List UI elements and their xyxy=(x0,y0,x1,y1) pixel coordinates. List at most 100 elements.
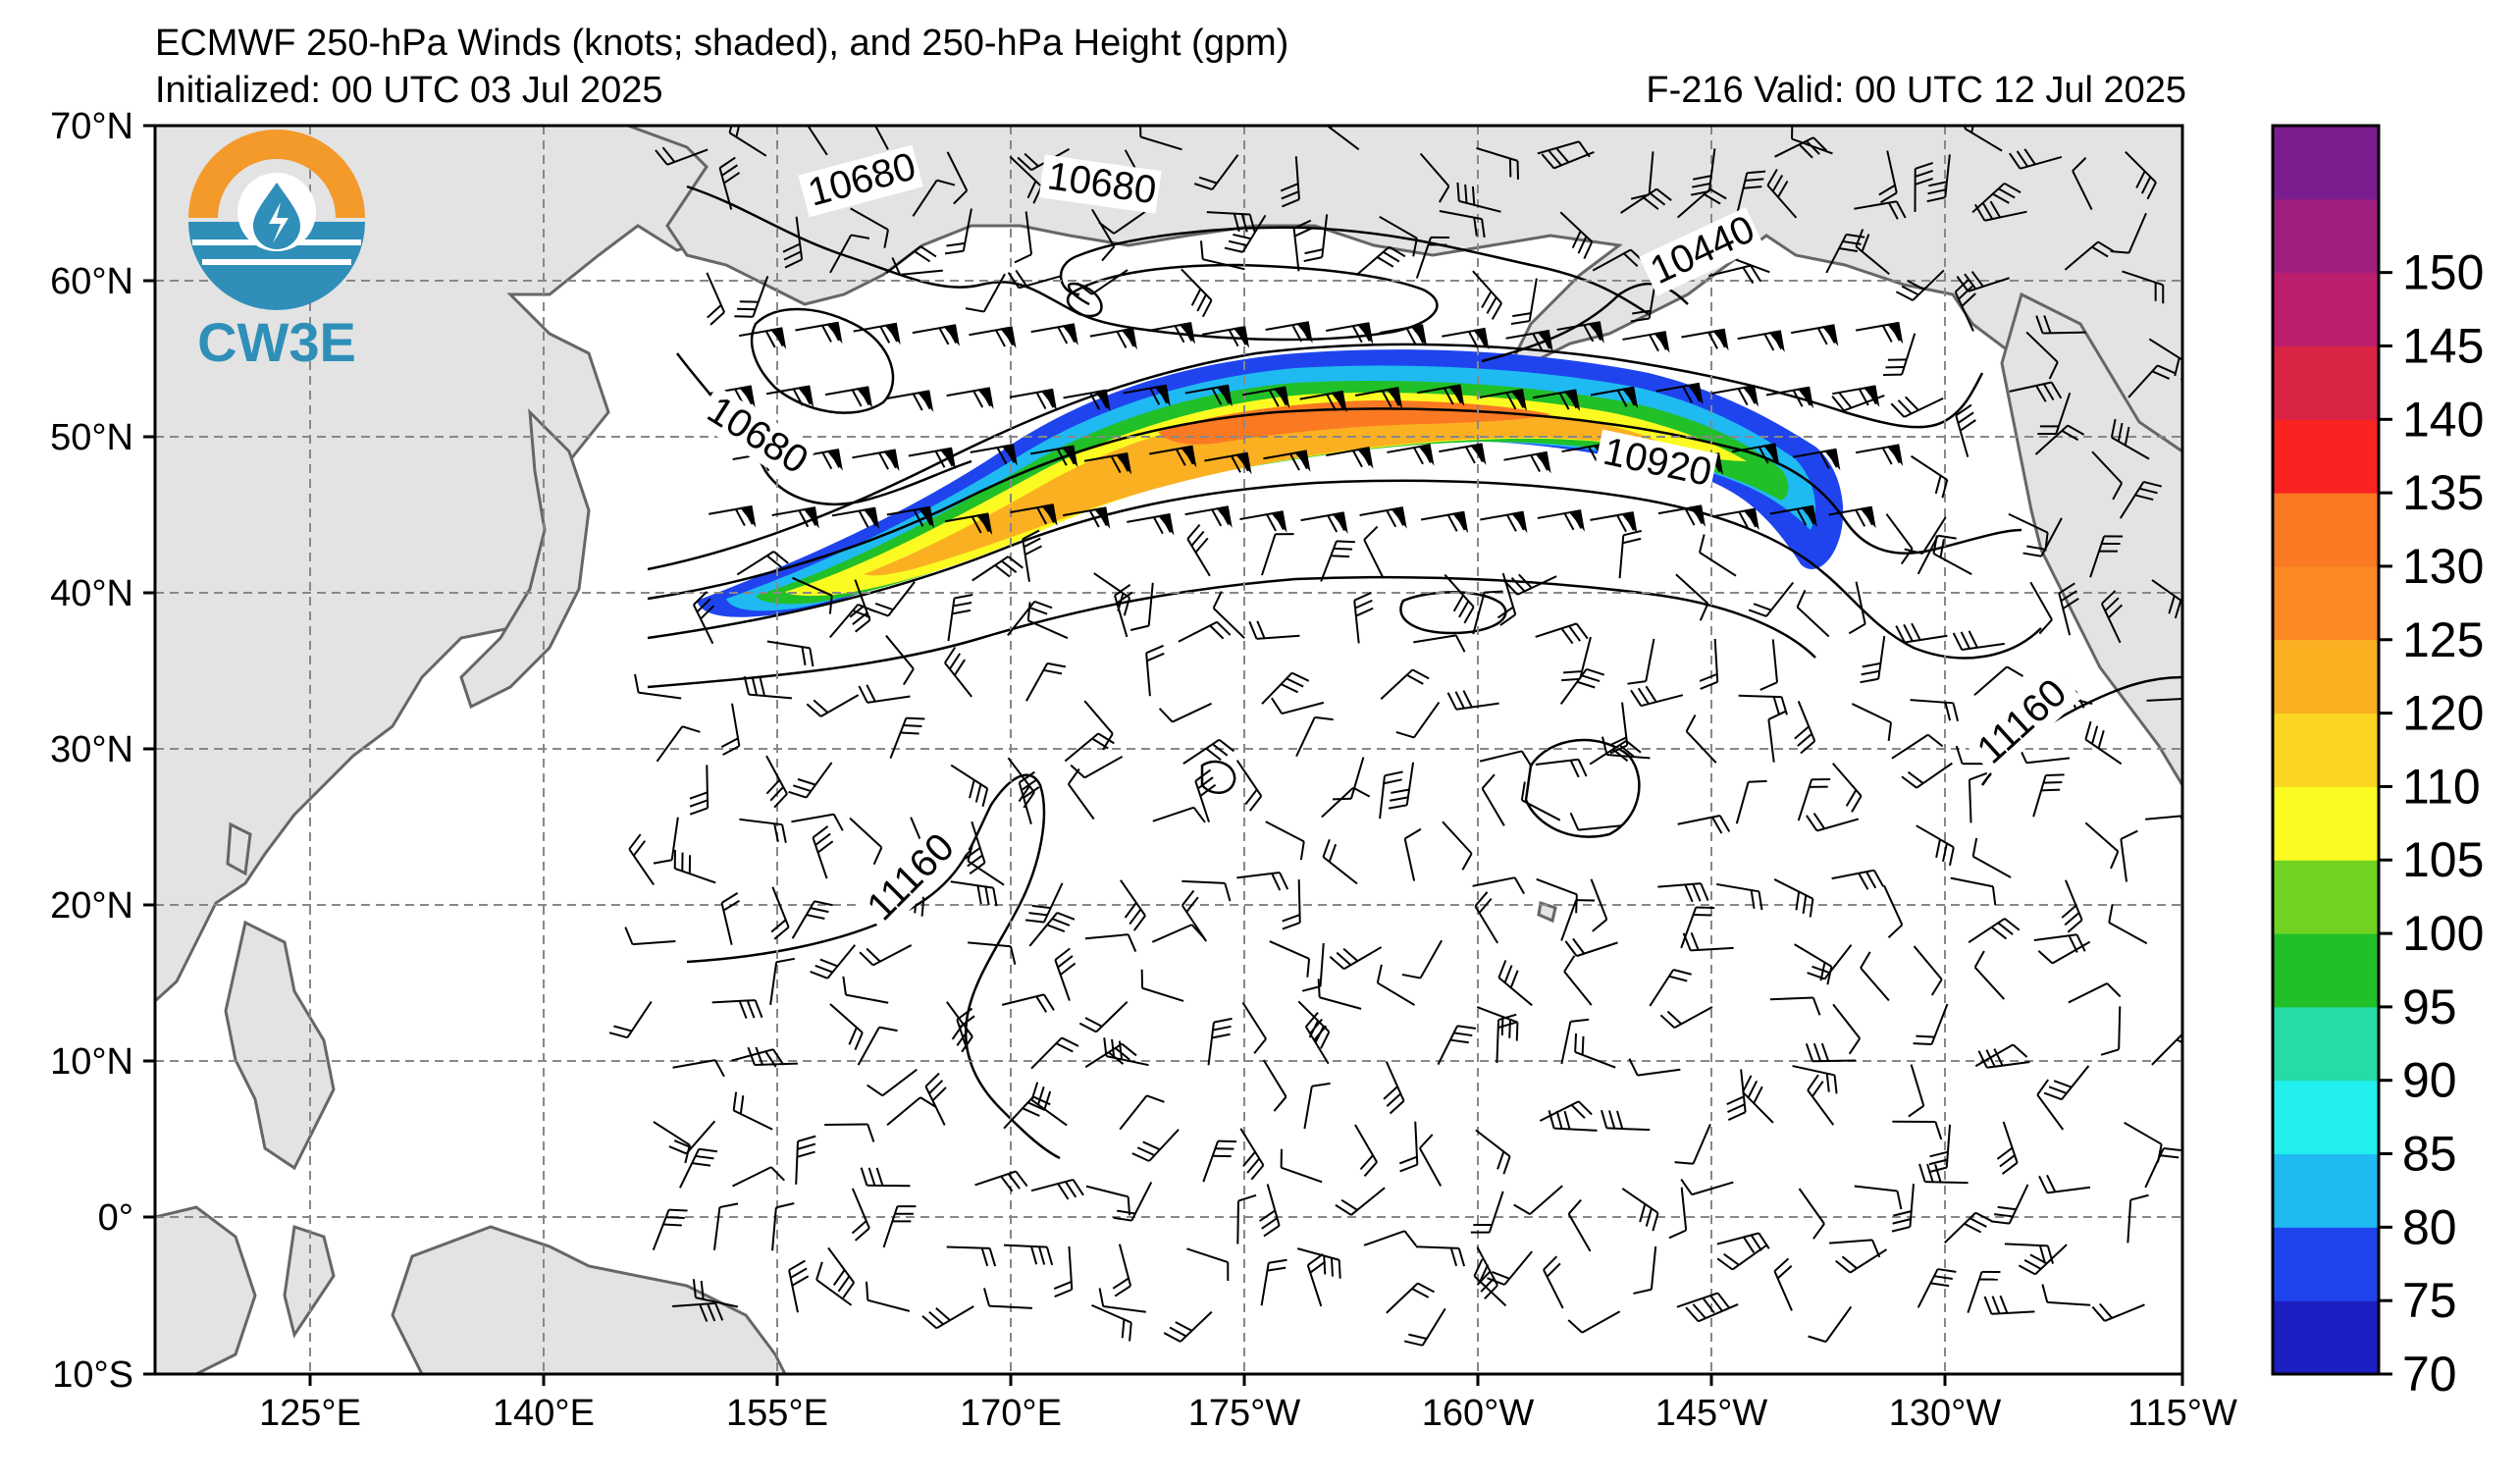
wind-barb xyxy=(806,694,860,717)
wind-barb xyxy=(1201,326,1250,348)
lon-label: 145°W xyxy=(1655,1393,1768,1434)
wind-barb xyxy=(1131,1129,1180,1162)
wind-barb xyxy=(2126,1193,2149,1244)
wind-barb xyxy=(1127,513,1175,536)
wind-barb xyxy=(859,944,913,967)
colorbar-label: 95 xyxy=(2402,980,2457,1034)
lat-label: 10°N xyxy=(50,1041,133,1083)
wind-barb xyxy=(608,1001,653,1039)
wind-barbs xyxy=(608,126,2182,1347)
wind-barb xyxy=(969,326,1017,348)
wind-barb xyxy=(1621,1188,1659,1232)
wind-barb xyxy=(1009,388,1058,411)
wind-barb xyxy=(1608,702,1629,755)
wind-barb xyxy=(1413,634,1466,653)
wind-barb xyxy=(1296,1247,1341,1279)
wind-barb xyxy=(1716,1244,1768,1271)
colorbar-segment xyxy=(2273,1006,2379,1082)
wind-barb xyxy=(1891,1184,1915,1233)
wind-barb xyxy=(971,556,1024,582)
wind-barb xyxy=(1474,891,1499,944)
wind-barb xyxy=(1149,445,1197,468)
lat-label: 0° xyxy=(98,1197,133,1239)
wind-barb xyxy=(1968,918,2021,944)
wind-barb xyxy=(1259,1184,1281,1238)
wind-barb xyxy=(1831,393,1885,412)
wind-barb xyxy=(1496,1013,1517,1064)
wind-barb xyxy=(882,1205,917,1248)
wind-barb xyxy=(1657,882,1709,903)
wind-barb xyxy=(1239,1128,1265,1181)
colorbar-segment xyxy=(2273,493,2379,567)
wind-barb xyxy=(1855,444,1904,466)
wind-barb xyxy=(1207,1017,1233,1066)
colorbar-segment xyxy=(2273,565,2379,641)
wind-barb xyxy=(2120,829,2138,882)
wind-barb xyxy=(1601,1109,1651,1132)
wind-barb xyxy=(851,1188,870,1242)
wind-barb xyxy=(1472,590,1503,635)
wind-barb xyxy=(1113,1181,1153,1222)
wind-barb xyxy=(1306,1253,1327,1307)
wind-barb xyxy=(1145,644,1165,697)
wind-barb xyxy=(1380,668,1430,700)
wind-barb xyxy=(1235,760,1263,812)
wind-barb xyxy=(1083,451,1132,475)
wind-barb xyxy=(807,126,828,156)
longitude-labels: 125°E 140°E 155°E 170°E 175°W 160°W 145°… xyxy=(259,1393,2237,1434)
wind-barb xyxy=(771,1201,795,1251)
logo-text: CW3E xyxy=(197,311,356,373)
wind-barb xyxy=(1983,1295,2035,1315)
wind-barb xyxy=(1064,732,1115,763)
wind-barb xyxy=(1476,146,1519,180)
wind-barb xyxy=(829,234,870,274)
wind-barb xyxy=(829,603,876,639)
land-alaska xyxy=(627,126,2182,512)
wind-barb xyxy=(1561,636,1592,682)
wind-barb xyxy=(1901,762,1953,789)
colorbar-label: 90 xyxy=(2402,1053,2457,1108)
wind-barb xyxy=(1304,1012,1330,1065)
wind-barb xyxy=(734,276,769,318)
wind-barb xyxy=(1883,333,1916,376)
wind-barb xyxy=(1147,322,1196,344)
wind-barb xyxy=(1456,182,1501,213)
colorbar-label: 145 xyxy=(2402,318,2484,373)
wind-barb xyxy=(718,156,741,210)
wind-barb xyxy=(1854,200,1907,220)
wind-barb xyxy=(1806,813,1860,832)
wind-barb xyxy=(1181,268,1213,318)
wind-barb xyxy=(2041,1284,2091,1306)
lon-label: 155°E xyxy=(726,1393,828,1434)
wind-barb xyxy=(1916,534,1957,575)
wind-barb xyxy=(1943,1211,1993,1245)
initialized-time: Initialized: 00 UTC 03 Jul 2025 xyxy=(155,70,663,111)
colorbar: 70 75 80 85 90 95 100 105 110 120 125 130 135 140 145 1… xyxy=(2271,124,2484,1402)
wind-barb xyxy=(1103,1037,1149,1067)
wind-barb xyxy=(1973,665,2024,696)
wind-barb xyxy=(886,1096,937,1127)
colorbar-label: 80 xyxy=(2402,1199,2457,1254)
wind-barb xyxy=(850,207,889,248)
wind-barb xyxy=(2091,1302,2145,1322)
wind-barb xyxy=(1699,638,1719,690)
wind-barb xyxy=(795,1135,816,1185)
wind-barb xyxy=(1003,1244,1054,1266)
wind-barb xyxy=(1442,821,1473,871)
wind-barb xyxy=(1398,1121,1419,1173)
colorbar-segment xyxy=(2273,860,2379,934)
wind-barb xyxy=(831,506,880,530)
lon-label: 175°W xyxy=(1188,1393,1301,1434)
wind-barb xyxy=(2100,1006,2122,1056)
logo-sun-arc xyxy=(188,130,365,218)
wind-barb xyxy=(2072,157,2093,210)
wind-barb xyxy=(1996,1121,2019,1175)
wind-barb xyxy=(946,387,994,409)
wind-barb xyxy=(1916,824,1955,867)
wind-barb xyxy=(1091,1303,1132,1342)
jet-band-130 xyxy=(1158,400,1550,445)
wind-barb xyxy=(1479,389,1527,411)
wind-barb xyxy=(1007,269,1061,290)
wind-barb xyxy=(1269,940,1311,978)
wind-barb xyxy=(1119,1094,1165,1131)
